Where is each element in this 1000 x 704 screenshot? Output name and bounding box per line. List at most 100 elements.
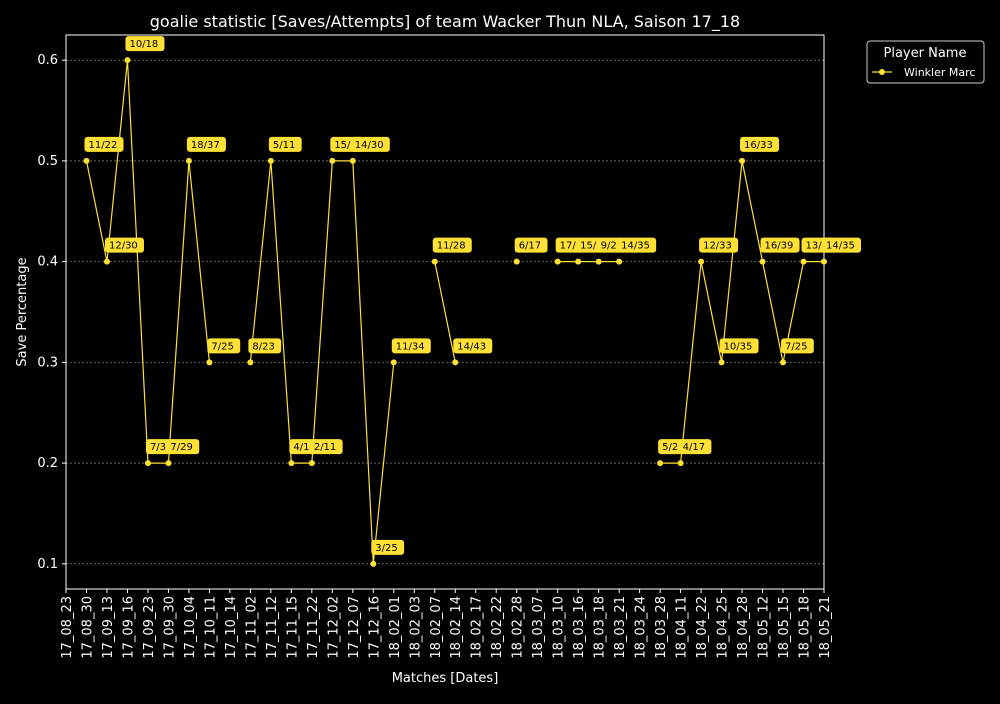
data-label-box [555,237,583,253]
data-label-box [289,439,316,455]
data-label: 11/28 [437,241,466,252]
x-tick-label: 17_10_14 [224,596,239,659]
data-label: 8/23 [252,341,274,352]
x-tick-label: 18_05_12 [757,596,772,659]
data-point [800,258,807,265]
data-label-box [781,338,814,354]
x-tick-label: 17_11_15 [285,596,300,659]
data-point [308,460,315,467]
x-axis-label: Matches [Dates] [392,671,499,686]
data-label-box [658,439,685,455]
y-tick-label: 0.2 [37,456,58,471]
x-tick-label: 18_03_10 [552,596,567,659]
data-label-box [371,539,405,555]
data-point [554,258,561,265]
x-tick-label: 18_03_28 [654,596,669,659]
data-label-box [699,237,739,253]
x-tick-label: 17_11_12 [265,596,280,659]
x-tick-label: 17_12_07 [347,596,362,659]
legend-title: Player Name [884,46,967,61]
data-label-box [678,439,712,455]
data-point [247,359,254,366]
data-point [288,460,295,467]
y-tick-label: 0.4 [37,255,58,270]
x-tick-label: 17_09_23 [142,596,157,659]
data-point [329,157,336,164]
x-tick-label: 18_03_21 [613,596,628,659]
x-tick-label: 18_05_21 [818,596,833,659]
x-tick-label: 18_02_14 [449,596,464,659]
x-tick-label: 18_02_07 [429,596,444,659]
x-tick-label: 18_04_28 [736,596,751,659]
data-label: 10/35 [724,341,753,352]
data-label-box [166,439,200,455]
data-label: 7/25 [785,341,807,352]
data-label: 5/11 [273,140,295,151]
x-tick-label: 18_03_18 [593,596,608,659]
data-point [759,258,766,265]
data-label: 9/2 [601,241,617,252]
data-label: 12/33 [703,241,732,252]
legend-dot-marker [879,69,885,75]
data-label: 7/25 [211,341,233,352]
data-point [431,258,438,265]
data-label: 14/43 [457,341,486,352]
data-label: 4/1 [293,442,309,453]
x-tick-label: 17_10_04 [183,596,198,659]
data-label: 18/37 [191,140,220,151]
data-point [657,460,664,467]
data-point [452,359,459,366]
data-label: 7/3 [150,442,166,453]
data-label: 6/17 [519,241,541,252]
x-tick-label: 18_02_17 [470,596,485,659]
legend-box [866,40,985,84]
data-label-box [207,338,241,354]
x-tick-label: 17_08_23 [60,596,75,659]
data-point [185,157,192,164]
x-tick-label: 17_10_11 [203,596,218,659]
data-label-box [432,237,472,253]
x-tick-label: 18_02_28 [511,596,526,659]
data-point [370,560,377,567]
x-tick-label: 18_03_16 [572,596,587,659]
data-label-box [576,237,603,253]
data-label-box [84,136,124,152]
data-label-box [268,136,302,152]
x-tick-label: 18_04_25 [716,596,731,659]
chart-title: goalie statistic [Saves/Attempts] of tea… [150,12,740,32]
data-label-box [453,338,493,354]
data-point [206,359,213,366]
series-line [434,261,456,363]
data-label-box [186,136,226,152]
data-label: 14/35 [826,241,855,252]
x-tick-label: 17_08_30 [80,596,95,659]
data-point [124,57,131,64]
data-point [698,258,705,265]
data-label-box [822,237,861,253]
data-point [575,258,582,265]
data-label-box [740,136,780,152]
data-label-box [104,237,144,253]
data-label: 3/25 [375,543,397,554]
x-tick-label: 18_05_15 [777,596,792,659]
data-label: 11/34 [396,341,425,352]
x-tick-label: 17_09_16 [121,596,136,659]
series-line [249,160,395,564]
x-tick-label: 17_12_16 [367,596,382,659]
data-point [780,359,787,366]
x-tick-label: 18_03_07 [531,596,546,659]
data-label: 5/2 [662,442,678,453]
data-label-box [391,338,431,354]
data-point [144,460,151,467]
data-point [677,460,684,467]
data-point [349,157,356,164]
data-label: 14/30 [355,140,384,151]
data-point [718,359,725,366]
data-label: 17/ [560,241,577,252]
x-tick-label: 18_04_22 [695,596,710,659]
data-label-box [248,338,282,354]
x-tick-label: 17_09_30 [162,596,177,659]
data-label: 16/33 [744,140,773,151]
y-tick-label: 0.6 [37,53,58,68]
